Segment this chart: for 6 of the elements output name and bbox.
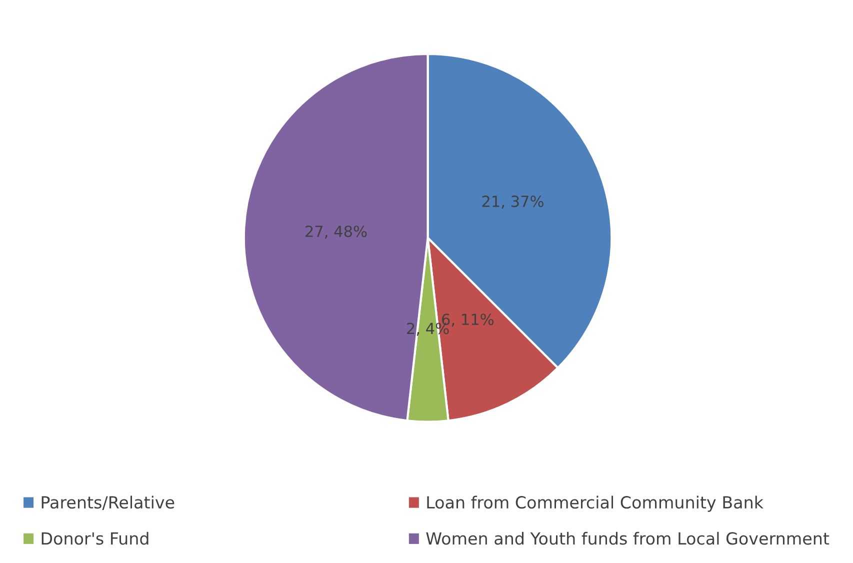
data-label: 21, 37% <box>482 196 544 209</box>
legend-label: Donor's Fund <box>42 532 148 545</box>
legend-label: Women and Youth funds from Local Government <box>426 532 830 545</box>
legend-label: Parents/Relative <box>42 496 174 510</box>
data-label: 27, 48% <box>306 226 367 239</box>
legend-label: Loan from Commercial Community Bank <box>427 496 764 512</box>
